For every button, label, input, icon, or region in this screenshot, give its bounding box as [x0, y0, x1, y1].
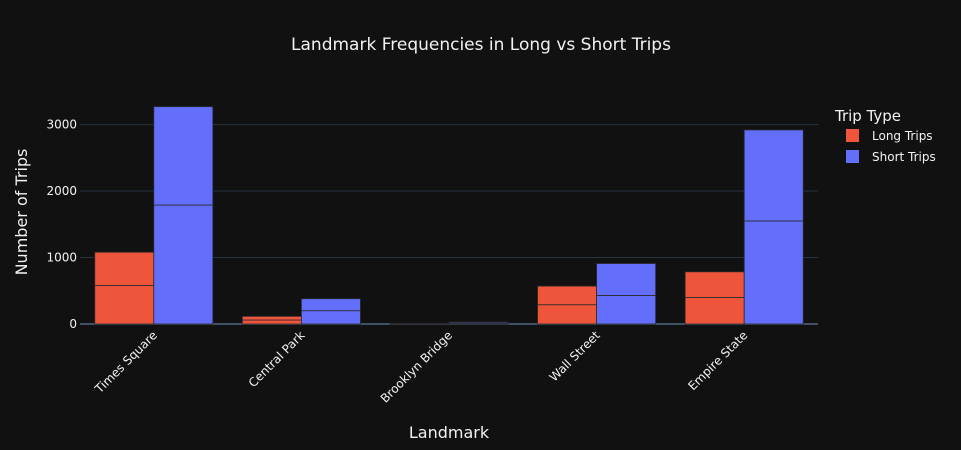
y-axis-ticks: 0 1000 2000 3000 — [46, 118, 77, 331]
bars — [94, 106, 804, 325]
legend-item: Short Trips — [872, 150, 936, 164]
x-tick-label: Wall Street — [547, 328, 603, 384]
bar-segment — [684, 297, 745, 325]
x-tick-label: Central Park — [246, 328, 308, 390]
y-tick-label: 1000 — [46, 251, 77, 265]
bar-segment — [596, 295, 657, 325]
y-axis-title: Number of Trips — [12, 149, 31, 276]
x-tick-label: Brooklyn Bridge — [378, 328, 455, 405]
bar-segment — [300, 298, 361, 312]
bar-segment — [94, 251, 155, 286]
bar-segment — [241, 315, 302, 321]
x-tick-label: Empire State — [685, 328, 750, 393]
legend-title: Trip Type — [834, 107, 901, 125]
legend-swatch — [846, 150, 859, 163]
legend-item: Long Trips — [872, 129, 933, 143]
bar-segment — [537, 304, 597, 325]
bar-segment — [241, 319, 302, 325]
bar-segment — [537, 285, 597, 306]
legend: Trip Type Long Trips Short Trips — [834, 107, 936, 164]
chart-title: Landmark Frequencies in Long vs Short Tr… — [291, 35, 671, 55]
bar-segment — [153, 106, 214, 206]
y-tick-label: 2000 — [46, 184, 77, 198]
bar-segment — [300, 310, 361, 325]
bar-segment — [94, 285, 155, 325]
x-tick-label: Times Square — [92, 328, 160, 396]
bar-segment — [153, 204, 214, 325]
x-axis-title: Landmark — [409, 423, 490, 442]
bar-segment — [743, 220, 804, 325]
bar-segment — [684, 271, 745, 298]
bar-segment — [743, 129, 804, 222]
x-axis-ticks: Times Square Central Park Brooklyn Bridge W… — [92, 328, 751, 406]
legend-swatch — [846, 129, 859, 142]
y-tick-label: 0 — [69, 317, 77, 331]
bar-segment — [596, 263, 657, 296]
y-tick-label: 3000 — [46, 118, 77, 132]
bar-segment — [448, 321, 509, 324]
